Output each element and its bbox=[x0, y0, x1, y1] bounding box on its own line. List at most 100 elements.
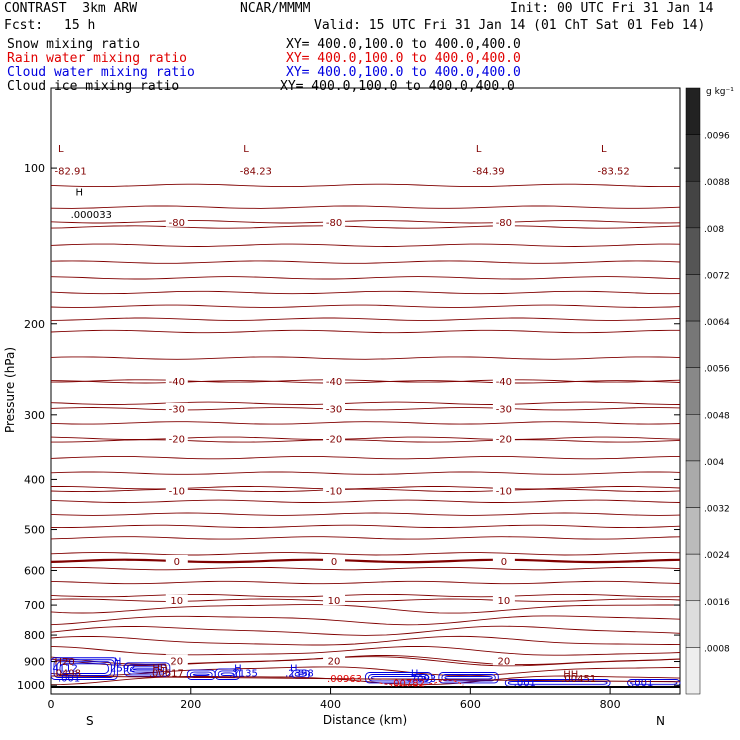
colorbar-label: .0032 bbox=[704, 505, 730, 515]
isotherm-label-bg bbox=[323, 374, 346, 386]
isotherm-line bbox=[50, 290, 681, 295]
center-title: NCAR/MMMM bbox=[240, 1, 311, 16]
cloud-water-contour bbox=[59, 663, 109, 674]
colorbar-label: .0096 bbox=[704, 132, 730, 142]
isotherm-labeled-line bbox=[50, 598, 681, 602]
cloud-water-contour bbox=[132, 668, 162, 671]
x-axis-label: Distance (km) bbox=[323, 713, 407, 727]
ground-surface bbox=[50, 675, 681, 688]
extremum-label: H bbox=[234, 663, 242, 674]
extremum-label: .000033 bbox=[71, 210, 112, 221]
field-xy-cloud-water: XY= 400.0,100.0 to 400.0,400.0 bbox=[286, 65, 521, 80]
isotherm-line bbox=[50, 552, 681, 556]
isotherm-label-bg bbox=[323, 594, 346, 606]
y-tick-label: 300 bbox=[24, 409, 45, 422]
x-tick-label: 600 bbox=[460, 698, 481, 711]
isotherm-labeled-line bbox=[50, 655, 681, 666]
isotherm-label: 0 bbox=[174, 557, 180, 568]
isotherm-label-bg bbox=[165, 554, 188, 566]
colorbar-unit: g kg⁻¹ bbox=[706, 87, 734, 97]
extremum-label: -84.23 bbox=[240, 167, 272, 178]
isotherm-label-bg bbox=[492, 402, 515, 414]
field-xy-rain: XY= 400.0,100.0 to 400.0,400.0 bbox=[286, 51, 521, 66]
isotherm-line bbox=[50, 356, 681, 360]
isotherm-line bbox=[50, 499, 681, 503]
isotherm-line bbox=[51, 486, 681, 490]
extremum-label: HH bbox=[563, 670, 578, 681]
extremum-label: .00963 bbox=[327, 674, 362, 685]
cloud-water-contour bbox=[123, 662, 171, 677]
isotherm-label: 0 bbox=[331, 557, 337, 568]
colorbar-label: .004 bbox=[704, 458, 724, 468]
isotherm-line bbox=[50, 566, 681, 571]
rain-water-contour bbox=[379, 679, 464, 687]
field-xy-snow: XY= 400.0,100.0 to 400.0,400.0 bbox=[286, 37, 521, 52]
colorbar-label: .0048 bbox=[704, 411, 730, 421]
colorbar-segment bbox=[685, 134, 701, 182]
isotherm-label: 20 bbox=[170, 656, 183, 667]
cloud-water-contour bbox=[441, 674, 496, 682]
surface-isotherm bbox=[50, 675, 681, 683]
isotherm-label-bg bbox=[165, 374, 188, 386]
isotherm-label-bg bbox=[492, 554, 515, 566]
colorbar-segment bbox=[685, 647, 701, 695]
extremum-label: .001 bbox=[514, 678, 536, 689]
isotherm-line bbox=[50, 536, 681, 540]
y-tick-label: 200 bbox=[24, 318, 45, 331]
isotherm-label: 20 bbox=[498, 656, 511, 667]
isotherm-line bbox=[50, 317, 681, 321]
field-name-snow: Snow mixing ratio bbox=[7, 37, 141, 52]
extremum-label: .001 bbox=[58, 673, 80, 684]
isotherm-label-bg bbox=[492, 215, 515, 227]
isotherm-line bbox=[50, 183, 681, 188]
y-tick-label: 500 bbox=[24, 524, 45, 537]
x-axis-ticks: 0 200 400 600 800 bbox=[48, 688, 621, 711]
x-tick-label: 0 bbox=[48, 698, 55, 711]
isotherm-line bbox=[50, 329, 680, 334]
colorbar-label: .0016 bbox=[704, 598, 730, 608]
y-axis-label: Pressure (hPa) bbox=[3, 347, 17, 433]
isotherm-label: -40 bbox=[326, 377, 342, 388]
y-tick-label: 1000 bbox=[17, 679, 45, 692]
isotherm-line bbox=[50, 455, 681, 460]
extremum-label: -83.52 bbox=[598, 167, 630, 178]
forecast-value: 15 h bbox=[64, 18, 96, 33]
cloud-water-contour bbox=[186, 669, 216, 680]
colorbar-label: .0024 bbox=[704, 551, 730, 561]
isotherm-labeled-line bbox=[50, 558, 681, 564]
extremum-label: L bbox=[601, 144, 607, 155]
isotherm-label: -80 bbox=[496, 218, 512, 229]
cloud-water-contour bbox=[294, 671, 308, 677]
cloud-water-contour bbox=[438, 672, 499, 684]
isotherm-label-bg bbox=[165, 432, 188, 444]
isotherm-label: -30 bbox=[169, 405, 185, 416]
isotherm-line bbox=[51, 439, 681, 443]
isotherm-line bbox=[50, 260, 681, 264]
isotherm-label: -10 bbox=[496, 486, 512, 497]
y-tick-label: 700 bbox=[24, 599, 45, 612]
cloud-water-contour bbox=[444, 676, 493, 680]
extremum-label: HH bbox=[152, 663, 167, 674]
isotherm-label-bg bbox=[492, 374, 515, 386]
cloud-water-contour bbox=[365, 672, 433, 684]
cloud-water-contour bbox=[126, 664, 168, 675]
plot-frame bbox=[50, 87, 681, 695]
extremum-label: H bbox=[290, 663, 298, 674]
extremum-label: .0498 bbox=[52, 669, 81, 680]
colorbar-segment bbox=[685, 553, 701, 602]
isotherm-label: 20 bbox=[328, 656, 341, 667]
x-end-label-south: S bbox=[86, 714, 94, 728]
x-end-label-north: N bbox=[656, 714, 665, 728]
isotherm-label: -10 bbox=[169, 486, 185, 497]
colorbar-segment bbox=[685, 180, 701, 229]
isotherm-label: -80 bbox=[326, 218, 342, 229]
isotherm-line bbox=[50, 625, 681, 636]
isotherm-labeled-line bbox=[50, 488, 681, 493]
isotherm-label-bg bbox=[165, 402, 188, 414]
isotherm-label: 10 bbox=[170, 596, 183, 607]
forecast-label: Fcst: bbox=[4, 18, 44, 33]
isotherm-label-bg bbox=[165, 654, 188, 666]
hydrometeor-contours bbox=[50, 657, 681, 687]
isotherm-line bbox=[50, 471, 681, 475]
